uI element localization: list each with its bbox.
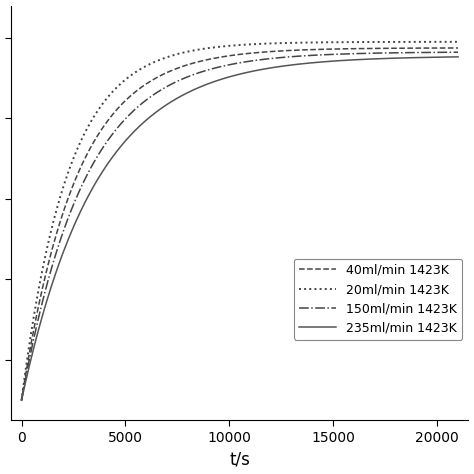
235ml/min 1423K: [18, 398, 24, 403]
235ml/min 1423K: [68, 229, 74, 235]
20ml/min 1423K: [455, 39, 461, 45]
Line: 20ml/min 1423K: 20ml/min 1423K: [21, 42, 458, 401]
235ml/min 1423K: [205, 81, 210, 87]
40ml/min 1423K: [455, 45, 461, 51]
Line: 150ml/min 1423K: 150ml/min 1423K: [21, 52, 458, 401]
40ml/min 1423K: [447, 45, 452, 51]
235ml/min 1423K: [400, 55, 405, 61]
150ml/min 1423K: [455, 49, 461, 55]
20ml/min 1423K: [94, 109, 100, 114]
Legend: 40ml/min 1423K, 20ml/min 1423K, 150ml/min 1423K, 235ml/min 1423K: 40ml/min 1423K, 20ml/min 1423K, 150ml/mi…: [294, 259, 462, 339]
150ml/min 1423K: [447, 49, 452, 55]
235ml/min 1423K: [186, 89, 192, 95]
Line: 40ml/min 1423K: 40ml/min 1423K: [21, 48, 458, 401]
150ml/min 1423K: [18, 398, 24, 403]
40ml/min 1423K: [205, 57, 210, 63]
150ml/min 1423K: [186, 73, 192, 79]
20ml/min 1423K: [68, 161, 74, 167]
Line: 235ml/min 1423K: 235ml/min 1423K: [21, 57, 458, 401]
40ml/min 1423K: [94, 133, 100, 139]
150ml/min 1423K: [400, 50, 405, 55]
40ml/min 1423K: [400, 46, 405, 51]
20ml/min 1423K: [400, 39, 405, 45]
20ml/min 1423K: [205, 46, 210, 51]
235ml/min 1423K: [455, 54, 461, 60]
40ml/min 1423K: [18, 398, 24, 403]
150ml/min 1423K: [94, 154, 100, 160]
150ml/min 1423K: [205, 67, 210, 73]
20ml/min 1423K: [447, 39, 452, 45]
235ml/min 1423K: [447, 54, 452, 60]
40ml/min 1423K: [186, 62, 192, 67]
40ml/min 1423K: [68, 187, 74, 192]
X-axis label: t/s: t/s: [229, 450, 250, 468]
20ml/min 1423K: [18, 398, 24, 403]
20ml/min 1423K: [186, 48, 192, 54]
235ml/min 1423K: [94, 177, 100, 183]
150ml/min 1423K: [68, 207, 74, 213]
